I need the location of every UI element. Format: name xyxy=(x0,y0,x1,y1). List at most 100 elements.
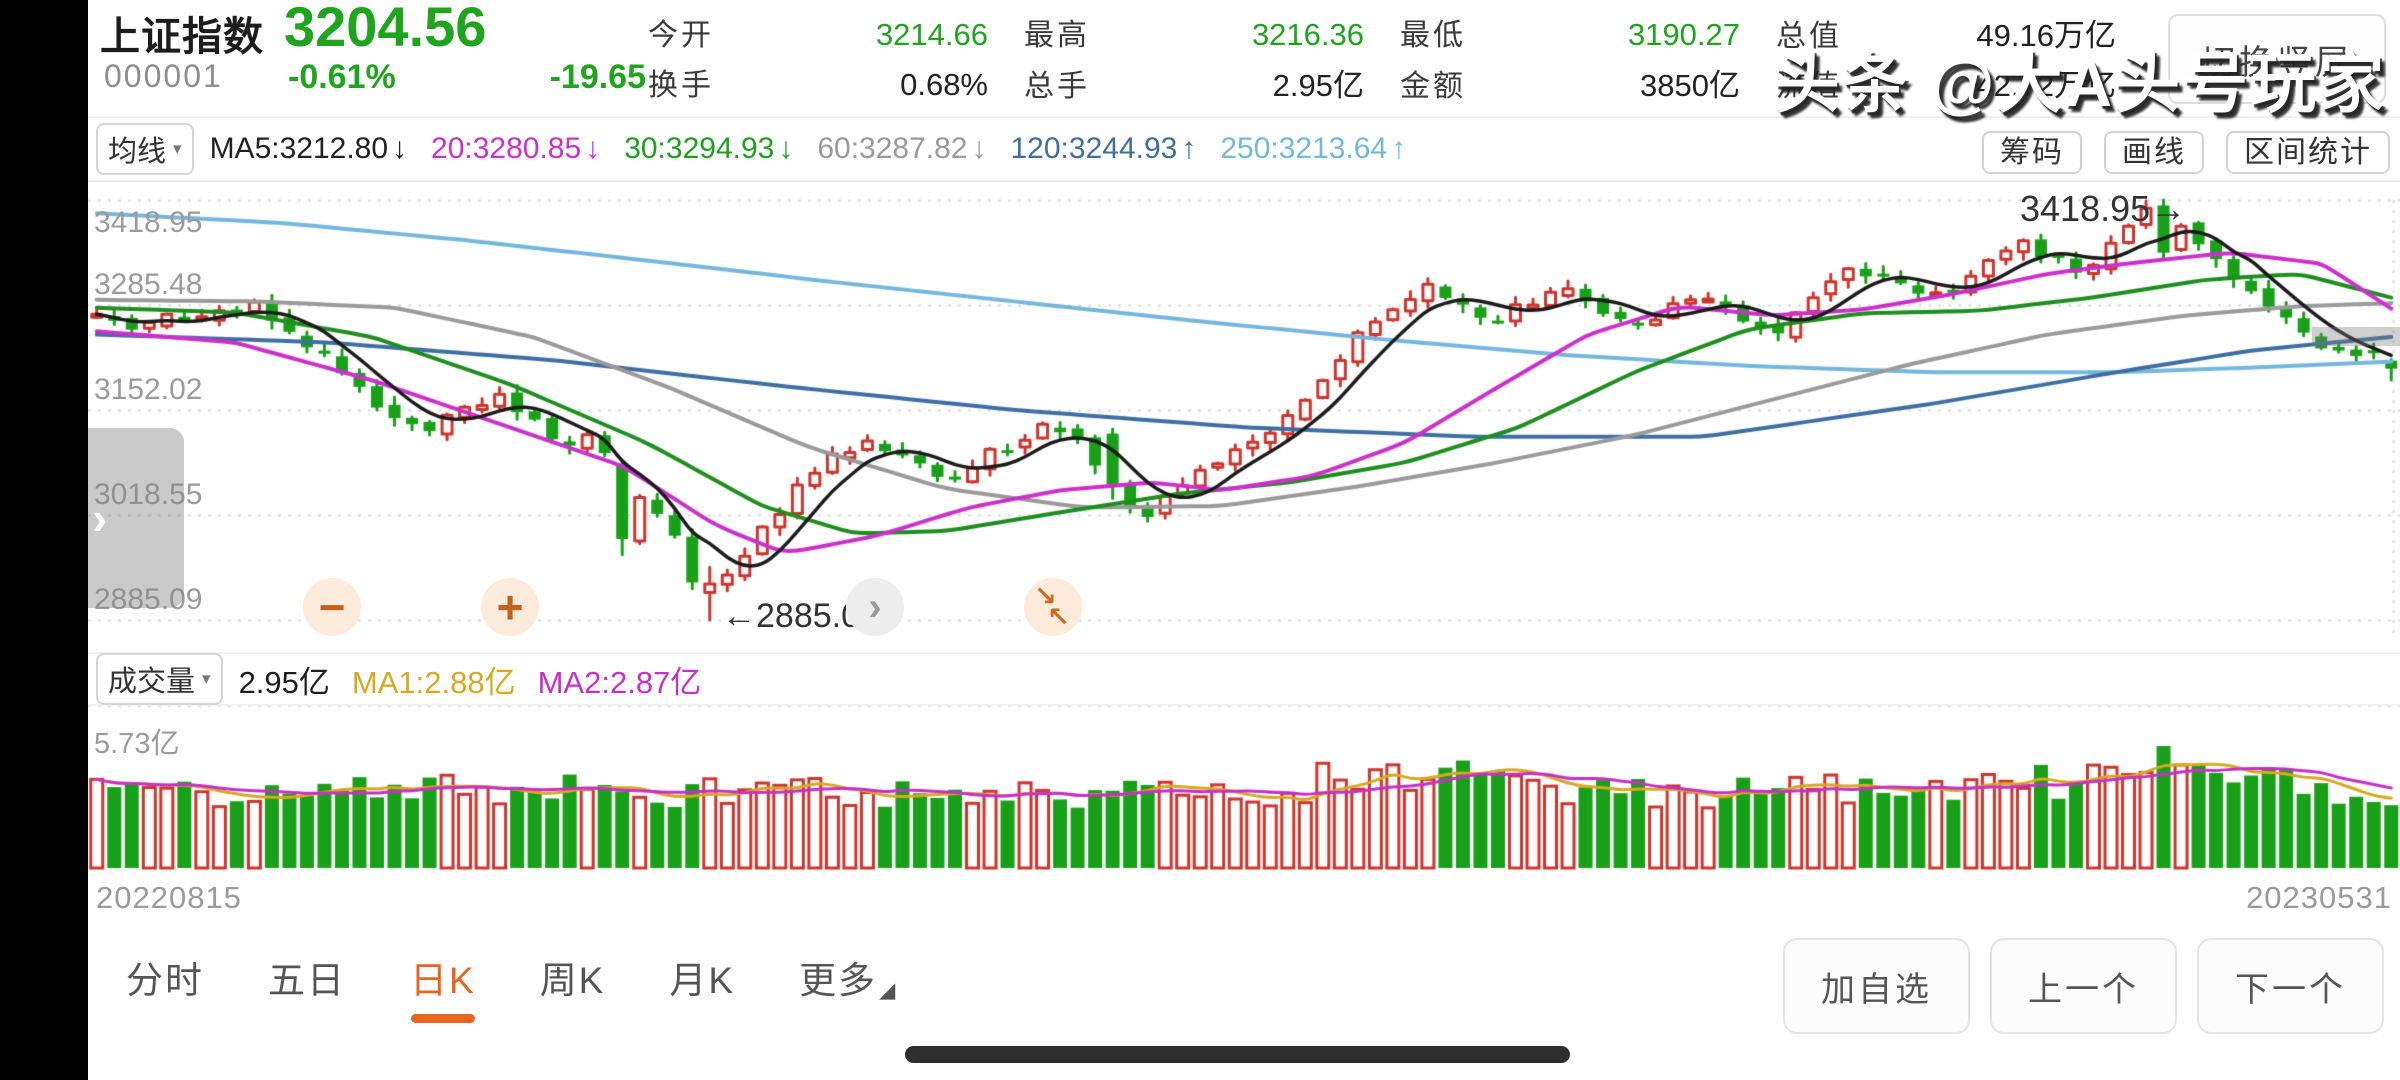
trend-arrow-icon: ↑ xyxy=(1181,132,1197,165)
tab-caret-icon: ◢ xyxy=(879,979,898,1002)
stat-pair: 换手 0.68% xyxy=(648,60,1024,105)
stat-pair: 流值 42.72万亿 xyxy=(1776,60,2152,105)
stat-value: 3216.36 xyxy=(1251,17,1364,52)
ma-indicator-bar: 均线 ▾ MA5:3212.80 ↓ 20:3280.85 ↓ 30:3294.93 ↓ 6… xyxy=(88,118,2400,182)
chips-button[interactable]: 筹码 xyxy=(1982,131,2082,174)
period-high-annotation: 3418.95→ xyxy=(2020,188,2187,229)
chevron-down-icon: ▾ xyxy=(202,669,211,688)
price-axis-label: 3018.55 xyxy=(94,478,203,511)
chevron-right-icon: › xyxy=(868,585,882,629)
draw-line-button[interactable]: 画线 xyxy=(2104,131,2204,174)
tab-label: 月K xyxy=(669,960,736,1001)
ma-value-text: 30:3294.93 xyxy=(624,132,775,165)
zoom-out-button[interactable]: − xyxy=(303,578,361,636)
volume-ma2: MA2:2.87亿 xyxy=(537,664,702,700)
chart-tool-buttons: 筹码 画线 区间统计 xyxy=(1960,127,2400,174)
active-tab-underline xyxy=(410,1014,475,1023)
home-indicator[interactable] xyxy=(905,1046,1570,1063)
stat-label: 最低 xyxy=(1400,19,1466,52)
tab-分时[interactable]: 分时 xyxy=(126,950,204,1004)
volume-ma1: MA1:2.88亿 xyxy=(351,664,516,700)
price-axis-label: 3152.02 xyxy=(94,373,203,406)
rotate-portrait-button[interactable]: 切换竖屏 xyxy=(2168,14,2386,104)
stat-pair: 金额 3850亿 xyxy=(1400,60,1776,105)
ma-value-item: 60:3287.82 ↓ xyxy=(817,132,986,165)
watermark: 头条 @大A头号玩家 xyxy=(1773,46,2386,120)
ma-value-text: MA5:3212.80 xyxy=(209,132,389,165)
stat-pair: 最高 3216.36 xyxy=(1024,10,1400,55)
price-axis-label: 2885.09 xyxy=(94,583,203,616)
ma-value-item: 20:3280.85 ↓ xyxy=(431,132,600,165)
pan-right-button[interactable]: › xyxy=(846,578,904,636)
stat-value: 0.68% xyxy=(900,67,988,102)
header: 上证指数 3204.56 000001 -0.61% -19.65 今开 3214… xyxy=(88,0,2400,118)
tab-label: 日K xyxy=(410,960,476,1001)
chevron-down-icon: ▾ xyxy=(173,139,182,158)
tab-更多[interactable]: 更多◢ xyxy=(799,950,897,1004)
letterbox-left xyxy=(0,0,88,1080)
last-price: 3204.56 xyxy=(284,0,487,58)
ma-value-item: 250:3213.64 ↑ xyxy=(1220,132,1406,165)
date-range-end: 20230531 xyxy=(2246,880,2392,915)
stat-pair: 总值 49.16万亿 xyxy=(1776,10,2152,55)
ma-value-item: MA5:3212.80 ↓ xyxy=(210,132,407,165)
tab-周K[interactable]: 周K xyxy=(540,950,606,1004)
volume-selector[interactable]: 成交量 ▾ xyxy=(96,653,223,705)
next-button[interactable]: 下一个 xyxy=(2197,938,2384,1034)
volume-indicator-bar: 成交量 ▾ 2.95亿 MA1:2.88亿 MA2:2.87亿 xyxy=(88,652,2400,706)
volume-current: 2.95亿 xyxy=(238,664,330,700)
volume-selector-label: 成交量 xyxy=(108,666,196,698)
stats-row-2: 换手 0.68% 总手 2.95亿 金额 3850亿 流值 42.72万亿 xyxy=(648,60,2152,105)
action-buttons: 加自选 上一个 下一个 xyxy=(1783,938,2384,1034)
trend-arrow-icon: ↑ xyxy=(1391,132,1407,165)
stat-value: 49.16万亿 xyxy=(1976,18,2116,53)
minus-icon: − xyxy=(318,581,346,633)
stat-label: 换手 xyxy=(648,69,714,102)
add-watchlist-button[interactable]: 加自选 xyxy=(1783,938,1970,1034)
stat-value: 42.72万亿 xyxy=(1976,68,2116,103)
tab-label: 周K xyxy=(539,960,606,1001)
stats-row-1: 今开 3214.66 最高 3216.36 最低 3190.27 总值 49.16万亿 xyxy=(648,10,2152,55)
stat-pair: 最低 3190.27 xyxy=(1400,10,1776,55)
stat-value: 3850亿 xyxy=(1640,68,1740,103)
arrow-northwest-icon: ↖ xyxy=(1047,602,1070,632)
right-axis-tag xyxy=(2312,327,2400,346)
ma-value-text: 20:3280.85 xyxy=(431,132,582,165)
stat-label: 总手 xyxy=(1024,70,1090,103)
trend-arrow-icon: ↓ xyxy=(971,132,987,165)
tab-label: 五日 xyxy=(268,960,346,1001)
date-range-start: 20220815 xyxy=(96,880,242,915)
tab-月K[interactable]: 月K xyxy=(669,950,735,1004)
ma-value-text: 250:3213.64 xyxy=(1220,132,1388,165)
stat-value: 3190.27 xyxy=(1627,17,1740,52)
stat-value: 3214.66 xyxy=(875,17,988,52)
ma-value-text: 120:3244.93 xyxy=(1010,132,1178,165)
price-axis-label: 3418.95 xyxy=(94,206,203,239)
index-name: 上证指数 xyxy=(100,15,264,59)
side-drawer-handle[interactable]: › xyxy=(88,428,184,608)
trend-arrow-icon: ↓ xyxy=(778,132,794,165)
period-tabs: 分时 五日 日K 周K 月K 更多◢ xyxy=(126,950,897,1023)
previous-button[interactable]: 上一个 xyxy=(1990,938,2177,1034)
zoom-in-button[interactable]: + xyxy=(481,578,539,636)
stat-label: 最高 xyxy=(1024,19,1090,52)
ma-value-item: 120:3244.93 ↑ xyxy=(1011,132,1197,165)
stat-label: 总值 xyxy=(1776,20,1842,53)
change-absolute: -19.65 xyxy=(549,58,646,96)
stat-pair: 今开 3214.66 xyxy=(648,10,1024,55)
chevron-right-icon: › xyxy=(92,492,108,544)
collapse-chart-button[interactable]: ↘ ↖ xyxy=(1024,578,1082,636)
range-stats-button[interactable]: 区间统计 xyxy=(2226,131,2390,174)
stat-label: 今开 xyxy=(648,19,714,52)
tab-日K[interactable]: 日K xyxy=(410,950,476,1023)
stat-value: 2.95亿 xyxy=(1272,68,1364,103)
tab-五日[interactable]: 五日 xyxy=(268,950,346,1004)
price-axis-label: 3285.48 xyxy=(94,268,203,301)
ma-selector[interactable]: 均线 ▾ xyxy=(96,123,194,175)
tab-label: 更多 xyxy=(799,960,878,1001)
volume-axis-top-label: 5.73亿 xyxy=(94,728,180,760)
change-percent: -0.61% xyxy=(288,58,396,96)
ma-value-text: 60:3287.82 xyxy=(817,132,968,165)
tab-label: 分时 xyxy=(126,960,204,1001)
